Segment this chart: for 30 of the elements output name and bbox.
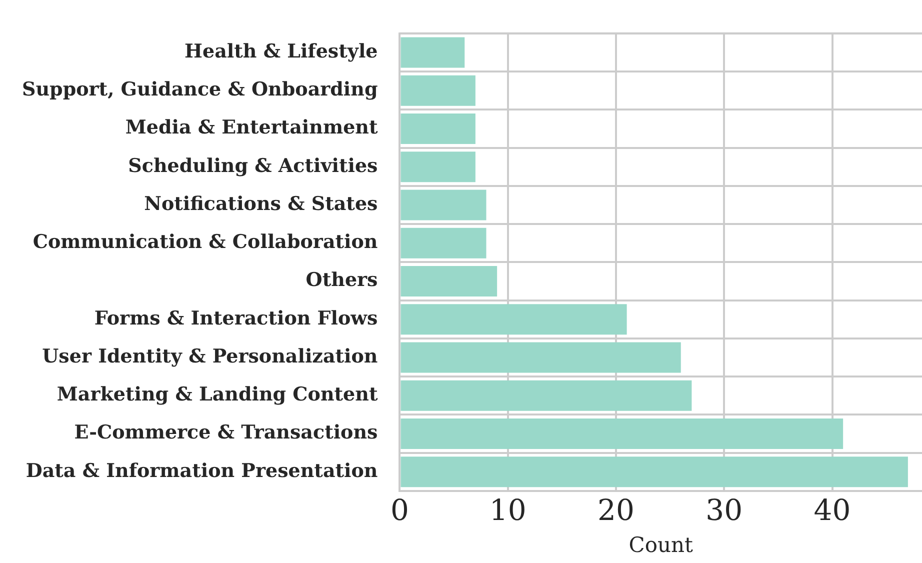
y-tick-label: Notifications & States: [144, 192, 378, 215]
y-tick-label: Support, Guidance & Onboarding: [22, 78, 378, 101]
y-tick-label: Media & Entertainment: [125, 116, 378, 139]
y-tick-label: E-Commerce & Transactions: [74, 422, 378, 444]
y-tick-label: User Identity & Personalization: [42, 345, 378, 368]
y-tick-label: Others: [306, 269, 378, 292]
bar: [400, 304, 627, 335]
x-axis-title: Count: [628, 532, 694, 557]
bar: [400, 37, 465, 68]
y-tick-label: Communication & Collaboration: [32, 231, 378, 254]
x-tick-label: 40: [814, 492, 851, 527]
x-tick-label: 10: [489, 492, 526, 527]
x-tick-label: 30: [706, 492, 743, 527]
x-tick-label: 20: [598, 492, 634, 527]
bar: [400, 380, 692, 411]
bar: [400, 228, 486, 258]
bar: [400, 456, 908, 488]
y-tick-label: Health & Lifestyle: [184, 40, 378, 62]
y-tick-label: Forms & Interaction Flows: [94, 307, 378, 330]
y-tick-label: Data & Information Presentation: [26, 460, 378, 482]
bar: [400, 113, 476, 144]
bar: [400, 75, 476, 106]
bar: [400, 152, 476, 182]
bar: [400, 342, 681, 373]
y-tick-label: Scheduling & Activities: [128, 154, 378, 177]
y-tick-label: Marketing & Landing Content: [56, 384, 378, 406]
bar: [400, 190, 486, 220]
bar: [400, 418, 844, 450]
bar: [400, 266, 498, 297]
x-tick-label: 0: [390, 492, 409, 527]
